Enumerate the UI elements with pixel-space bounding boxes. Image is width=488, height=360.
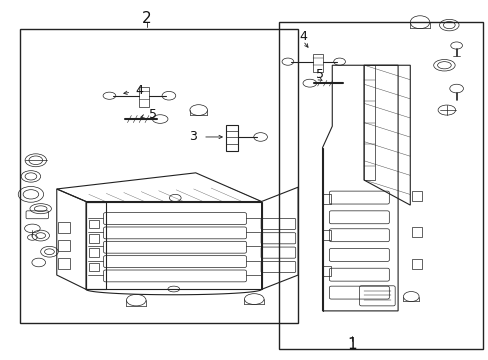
Text: 5: 5: [315, 68, 323, 81]
Text: 4: 4: [299, 30, 306, 43]
Bar: [363, 65, 374, 180]
Text: 3: 3: [189, 130, 197, 144]
Bar: [323, 194, 330, 204]
Text: 2: 2: [142, 11, 151, 26]
Bar: [89, 220, 99, 228]
Bar: [226, 126, 238, 151]
Bar: [58, 240, 70, 251]
Bar: [20, 30, 298, 323]
Text: 5: 5: [148, 108, 157, 121]
Text: 4: 4: [136, 84, 143, 97]
Bar: [89, 248, 99, 257]
Bar: [58, 258, 70, 269]
Bar: [411, 226, 421, 237]
Bar: [89, 234, 99, 243]
Bar: [86, 202, 105, 289]
Text: 1: 1: [346, 337, 356, 352]
Bar: [323, 266, 330, 276]
Bar: [323, 230, 330, 240]
Bar: [312, 54, 322, 72]
Bar: [411, 259, 421, 269]
Bar: [89, 263, 99, 271]
Bar: [139, 87, 149, 107]
Bar: [411, 191, 421, 201]
Bar: [58, 222, 70, 233]
Bar: [278, 22, 483, 348]
